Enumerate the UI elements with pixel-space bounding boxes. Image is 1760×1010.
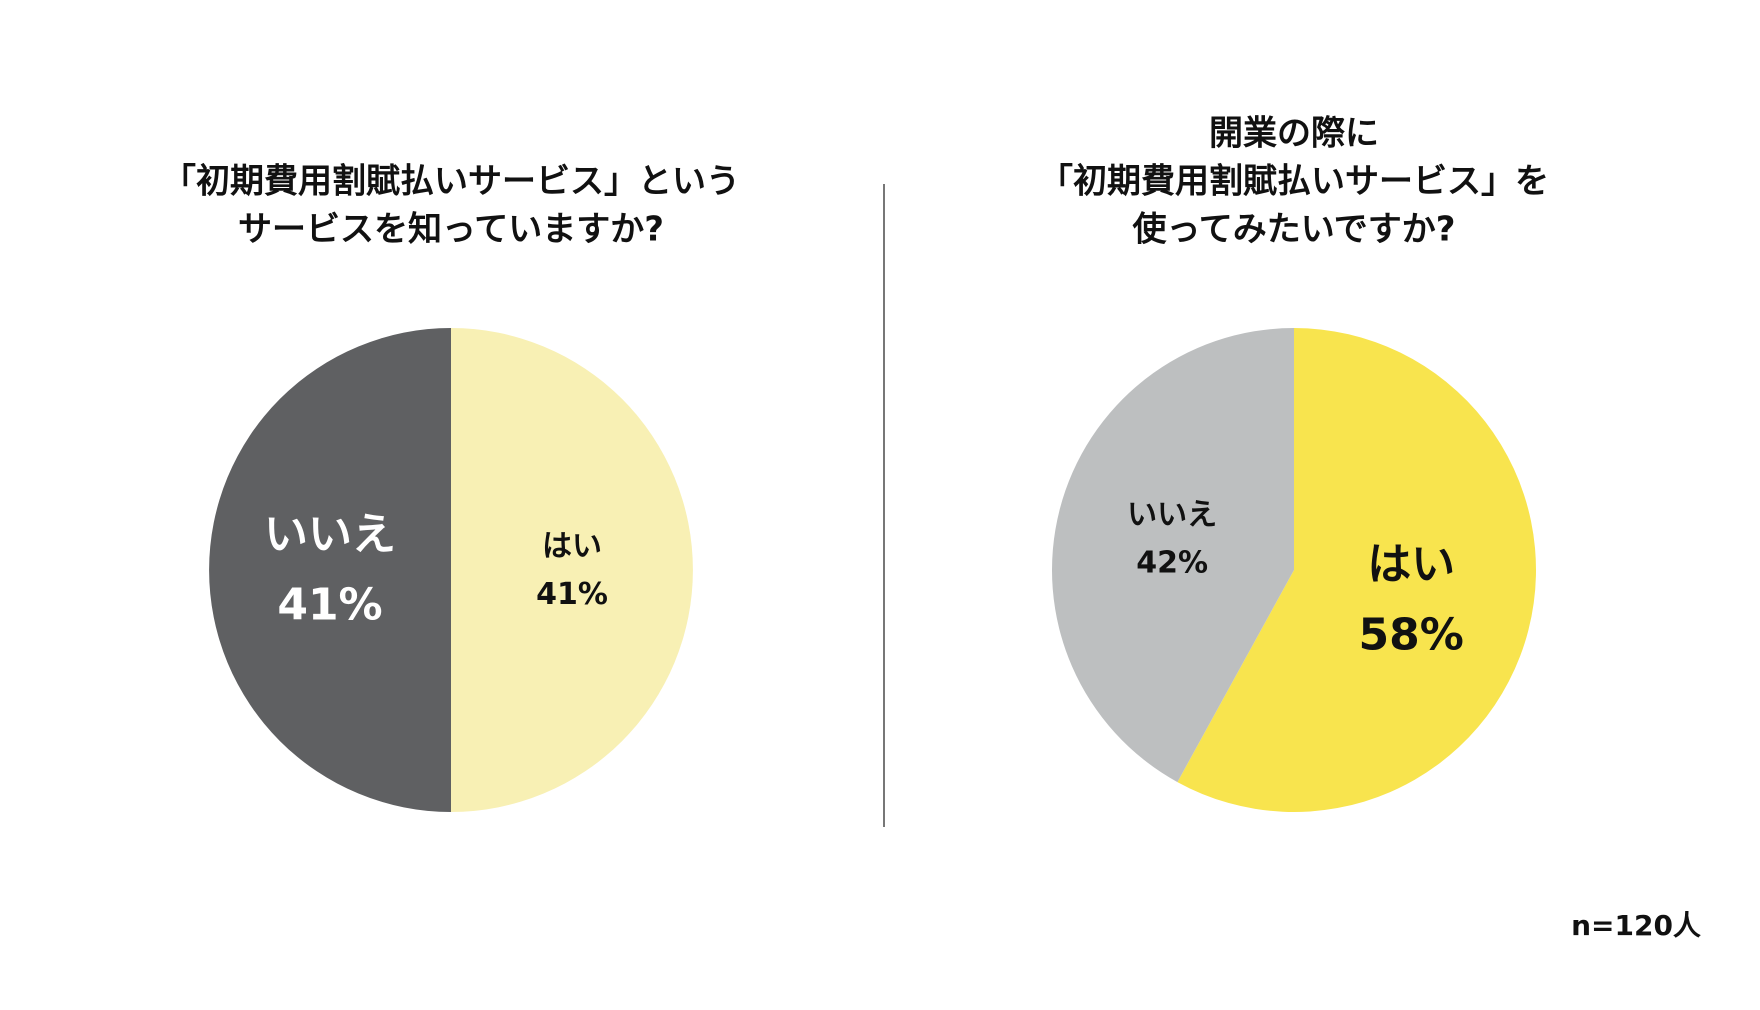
slice-label: いいえ	[264, 509, 396, 560]
pie-slice	[1052, 328, 1294, 783]
slice-value-label: 41%	[536, 577, 608, 612]
slice-value-label: 42%	[1136, 546, 1208, 581]
slice-label: いいえ	[1127, 498, 1217, 533]
slice-value-label: 58%	[1359, 609, 1464, 660]
slice-label: はい	[542, 529, 602, 564]
pie-slice	[209, 328, 451, 812]
pie-slice	[451, 328, 693, 812]
footnote: n=120人	[1571, 909, 1701, 942]
chart-title: 「初期費用割賦払いサービス」という	[162, 162, 740, 202]
chart-title: 使ってみたいですか?	[1131, 210, 1455, 250]
chart-title: 「初期費用割賦払いサービス」を	[1039, 162, 1549, 202]
slice-label: はい	[1367, 539, 1455, 590]
chart-title: 開業の際に	[1209, 114, 1379, 154]
chart-title: サービスを知っていますか?	[238, 210, 664, 250]
slice-value-label: 41%	[277, 579, 382, 630]
pie-slice	[1177, 328, 1536, 813]
